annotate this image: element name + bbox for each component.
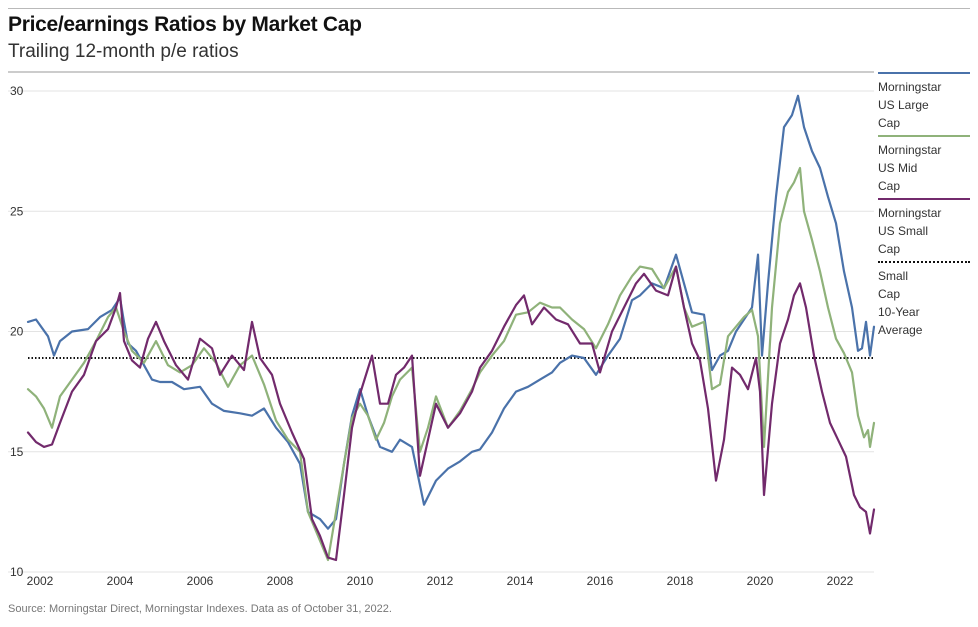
series-line-large (26, 94, 876, 530)
y-tick-label: 20 (10, 325, 24, 339)
x-tick-label: 2020 (747, 574, 774, 588)
legend-label-line: Morningstar (878, 143, 942, 157)
series-line-small (26, 265, 876, 562)
legend-label-line: Average (878, 323, 923, 337)
x-tick-label: 2010 (347, 574, 374, 588)
legend-label-line: 10-Year (878, 305, 920, 319)
legend-label-line: Small (878, 269, 909, 283)
legend-label-line: Cap (878, 242, 901, 256)
x-tick-label: 2012 (427, 574, 454, 588)
legend: Morningstar US Large Cap Morningstar US Mid C… (878, 72, 970, 342)
x-tick-label: 2018 (667, 574, 694, 588)
legend-label-line: Cap (878, 179, 901, 193)
x-tick-label: 2008 (267, 574, 294, 588)
legend-item-average: Small Cap 10-Year Average (878, 261, 970, 339)
chart-subtitle: Trailing 12-month p/e ratios (8, 41, 239, 62)
legend-label-line: Morningstar (878, 206, 942, 220)
top-rule (8, 8, 970, 9)
x-tick-label: 2022 (827, 574, 854, 588)
x-tick-label: 2014 (507, 574, 534, 588)
legend-item-mid: Morningstar US Mid Cap (878, 135, 970, 195)
y-tick-label: 30 (10, 84, 24, 98)
x-tick-label: 2006 (187, 574, 214, 588)
legend-label-line: US Small (878, 224, 929, 238)
source-note: Source: Morningstar Direct, Morningstar … (8, 603, 392, 615)
x-tick-label: 2002 (27, 574, 54, 588)
legend-label-line: Morningstar (878, 80, 942, 94)
x-tick-label: 2016 (587, 574, 614, 588)
chart-title: Price/earnings Ratios by Market Cap (8, 13, 362, 36)
legend-label-line: US Large (878, 98, 929, 112)
legend-label-line: Cap (878, 287, 901, 301)
legend-label-line: US Mid (878, 161, 918, 175)
y-tick-label: 25 (10, 204, 24, 218)
legend-item-large: Morningstar US Large Cap (878, 72, 970, 132)
y-tick-label: 15 (10, 445, 24, 459)
y-tick-label: 10 (10, 565, 24, 579)
legend-item-small: Morningstar US Small Cap (878, 198, 970, 258)
legend-label-line: Cap (878, 116, 901, 130)
series-line-mid (26, 166, 876, 562)
x-tick-label: 2004 (107, 574, 134, 588)
